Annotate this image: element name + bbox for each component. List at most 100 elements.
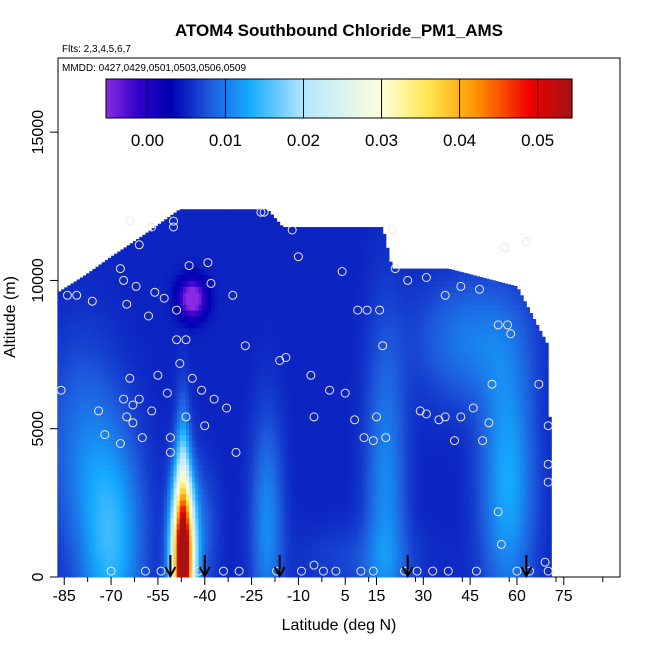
heat-cell [207, 333, 212, 341]
heat-cell [220, 446, 224, 453]
heat-cell [176, 488, 181, 495]
heat-cell [92, 393, 96, 400]
heat-cell [320, 446, 324, 453]
heat-cell [229, 227, 234, 234]
heat-cell [204, 434, 209, 442]
heat-cell [148, 476, 153, 483]
heat-cell [254, 292, 259, 299]
heat-cell [157, 464, 162, 471]
heat-cell [201, 476, 206, 483]
heat-cell [107, 541, 112, 548]
heat-cell [310, 274, 315, 281]
heat-cell [92, 559, 96, 566]
heat-cell [198, 482, 203, 489]
heat-cell [257, 244, 262, 252]
heat-cell [292, 493, 296, 501]
heat-cell [292, 499, 296, 507]
heat-cell [285, 482, 290, 489]
heat-cell [151, 393, 156, 400]
heat-cell [264, 292, 268, 299]
heat-cell [295, 286, 299, 293]
heat-cell [279, 381, 284, 388]
heat-cell [323, 482, 328, 489]
heat-cell [195, 327, 199, 335]
heat-cell [157, 381, 162, 388]
heat-cell [204, 553, 209, 560]
heat-cell [67, 416, 71, 424]
heat-cell [145, 541, 150, 548]
heat-cell [270, 381, 274, 388]
heat-cell [257, 523, 262, 531]
heat-cell [260, 535, 265, 542]
heat-cell [111, 310, 115, 317]
heat-cell [304, 452, 309, 459]
heat-cell [117, 482, 121, 489]
heat-cell [136, 292, 140, 299]
heat-cell [276, 298, 281, 305]
heat-cell [248, 571, 253, 578]
heat-cell [148, 559, 153, 566]
heat-cell [186, 428, 190, 436]
heat-cell [151, 298, 156, 305]
heat-cell [95, 523, 100, 531]
heat-cell [142, 434, 146, 442]
heat-cell [242, 298, 246, 305]
heat-cell [242, 410, 246, 418]
heat-cell [292, 238, 296, 246]
heat-cell [214, 339, 218, 347]
heat-cell [104, 410, 109, 418]
heat-cell [104, 298, 109, 305]
heat-cell [126, 351, 131, 359]
heat-cell [314, 452, 318, 459]
heat-cell [214, 333, 218, 341]
heat-cell [157, 553, 162, 560]
heat-cell [279, 482, 284, 489]
heat-cell [132, 499, 137, 507]
heat-cell [89, 571, 93, 578]
heat-cell [314, 227, 318, 234]
heat-cell [176, 446, 181, 453]
heat-cell [114, 541, 118, 548]
heat-cell [82, 393, 87, 400]
heat-cell [164, 541, 168, 548]
heat-cell [204, 238, 209, 246]
heat-cell [70, 547, 75, 554]
heat-cell [101, 404, 106, 412]
heat-cell [98, 339, 103, 347]
heat-cell [123, 286, 128, 293]
heat-cell [58, 464, 62, 471]
heat-cell [167, 446, 171, 453]
heat-cell [170, 339, 175, 347]
heat-cell [76, 458, 81, 465]
heat-cell [123, 529, 128, 536]
heat-cell [317, 422, 321, 430]
heat-cell [167, 428, 171, 436]
heat-cell [142, 553, 146, 560]
heat-cell [210, 535, 215, 542]
heat-cell [120, 250, 125, 258]
heat-cell [317, 298, 321, 305]
heat-cell [304, 232, 309, 240]
heat-cell [214, 209, 218, 216]
heat-cell [320, 410, 324, 418]
heat-cell [292, 505, 296, 513]
heat-cell [292, 345, 296, 353]
heat-cell [161, 559, 165, 566]
heat-cell [273, 399, 278, 406]
heat-cell [217, 446, 221, 453]
heat-cell [154, 571, 159, 578]
heat-cell [207, 268, 212, 275]
heat-cell [273, 256, 278, 264]
heat-cell [157, 434, 162, 442]
heat-cell [86, 339, 90, 347]
heat-cell [270, 529, 274, 536]
heat-cell [207, 280, 212, 287]
heat-cell [251, 363, 256, 370]
heat-cell [148, 230, 153, 234]
heat-cell [179, 541, 184, 548]
heat-cell [64, 404, 68, 412]
heat-cell [136, 553, 140, 560]
heat-cell [285, 351, 290, 359]
heat-cell [217, 256, 221, 264]
heat-cell [307, 535, 312, 542]
